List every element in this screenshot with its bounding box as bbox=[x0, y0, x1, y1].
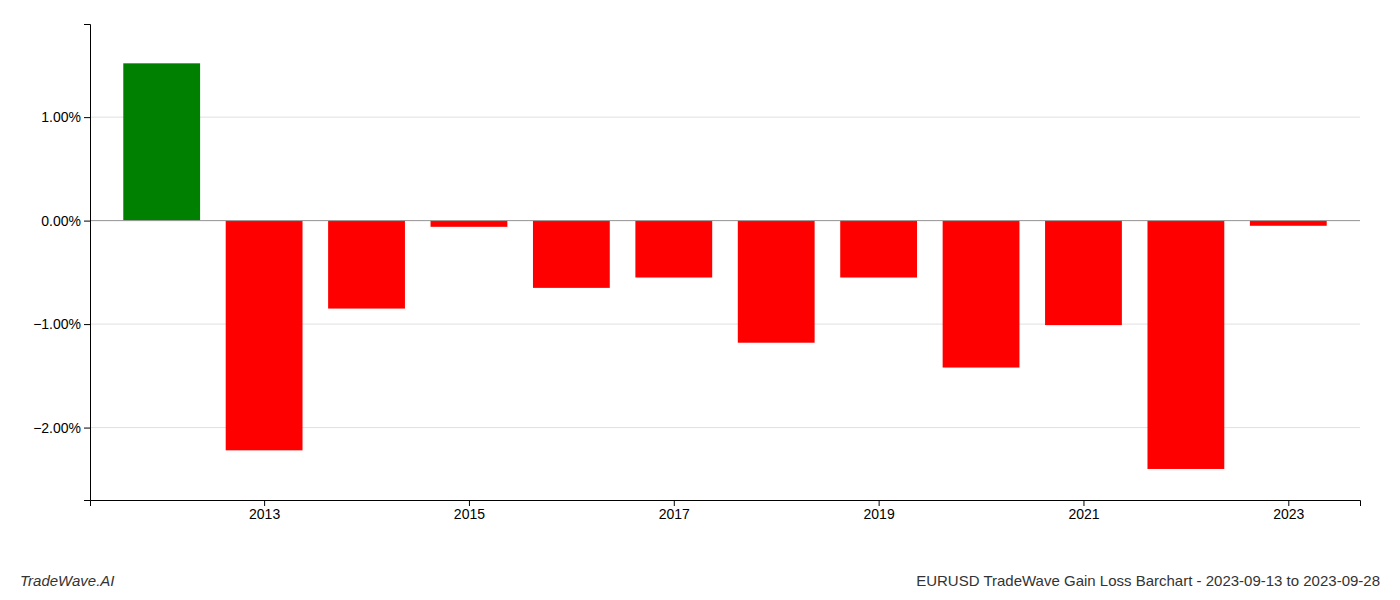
bar bbox=[226, 221, 303, 451]
y-tick-label: 1.00% bbox=[41, 109, 81, 125]
bar bbox=[1045, 221, 1122, 326]
x-tick-label: 2017 bbox=[659, 506, 690, 522]
bar bbox=[1147, 221, 1224, 469]
grid-line bbox=[90, 117, 1360, 118]
bar bbox=[738, 221, 815, 343]
x-tick: 2017 bbox=[659, 500, 690, 522]
y-tick-label: −2.00% bbox=[33, 420, 81, 436]
x-axis: 2013 2015 2017 2019 2021 2023 bbox=[91, 500, 1361, 522]
y-axis: −2.00% −1.00% 0.00% 1.00% bbox=[33, 25, 90, 501]
y-tick: 0.00% bbox=[41, 213, 90, 229]
x-tick-label: 2021 bbox=[1068, 506, 1099, 522]
x-tick: 2023 bbox=[1273, 500, 1304, 522]
x-tick-label: 2023 bbox=[1273, 506, 1304, 522]
y-tick: 1.00% bbox=[41, 109, 90, 125]
title: EURUSD TradeWave Gain Loss Barchart - 20… bbox=[916, 572, 1380, 589]
y-tick-mark bbox=[84, 117, 90, 118]
bar bbox=[123, 63, 200, 220]
y-tick-label: −1.00% bbox=[33, 316, 81, 332]
bar bbox=[431, 221, 508, 227]
y-tick-mark bbox=[84, 221, 90, 222]
x-tick: 2013 bbox=[249, 500, 280, 522]
x-tick-label: 2015 bbox=[454, 506, 485, 522]
watermark: TradeWave.AI bbox=[20, 572, 114, 589]
bar bbox=[328, 221, 405, 309]
x-tick-label: 2013 bbox=[249, 506, 280, 522]
chart: 2013 2015 2017 2019 2021 2023 −2.00% −1.00% 0.00… bbox=[0, 0, 1400, 600]
bar bbox=[533, 221, 610, 288]
plot: 2013 2015 2017 2019 2021 2023 −2.00% −1.00% 0.00… bbox=[33, 25, 1360, 522]
bar bbox=[635, 221, 712, 278]
x-tick-label: 2019 bbox=[864, 506, 895, 522]
bar bbox=[1250, 221, 1327, 226]
bars bbox=[123, 63, 1326, 469]
x-tick: 2021 bbox=[1068, 500, 1099, 522]
y-axis-line bbox=[84, 25, 91, 501]
x-axis-line bbox=[91, 501, 1361, 507]
y-tick-mark bbox=[84, 324, 90, 325]
zero-line bbox=[90, 220, 1360, 221]
x-tick: 2015 bbox=[454, 500, 485, 522]
bar bbox=[943, 221, 1020, 368]
grid-line bbox=[90, 220, 1360, 221]
y-tick: −2.00% bbox=[33, 420, 90, 436]
bar bbox=[840, 221, 917, 278]
y-tick: −1.00% bbox=[33, 316, 90, 332]
y-tick-label: 0.00% bbox=[41, 213, 81, 229]
y-tick-mark bbox=[84, 428, 90, 429]
x-tick: 2019 bbox=[864, 500, 895, 522]
